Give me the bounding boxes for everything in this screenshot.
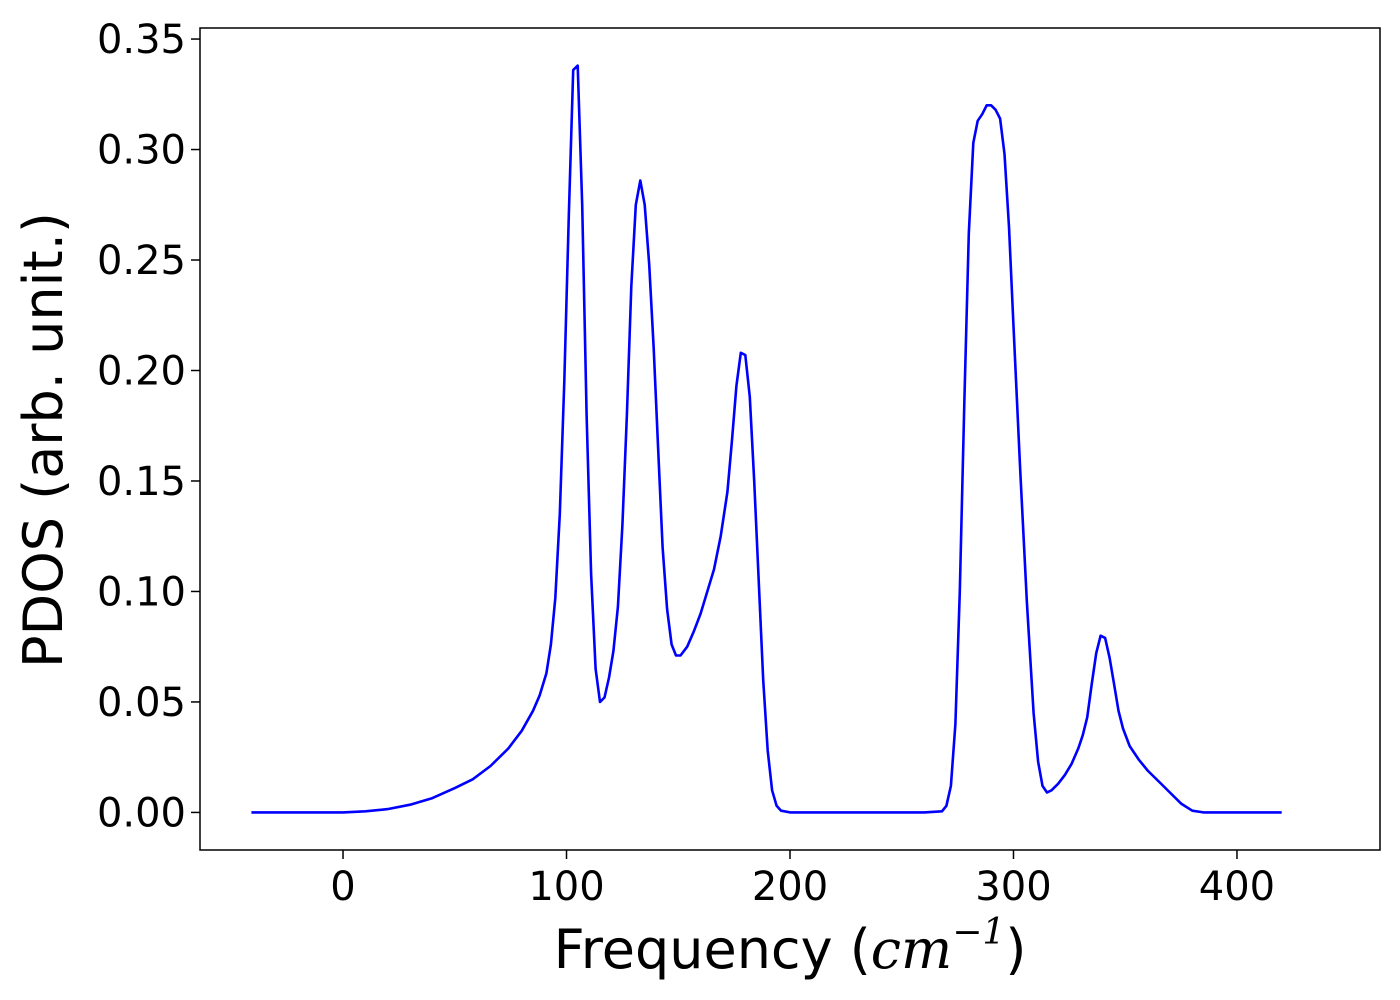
y-tick-label-3: 0.15	[97, 459, 186, 505]
y-tick-label-7: 0.35	[97, 17, 186, 63]
y-ticks: 0.00 0.05 0.10 0.15 0.20 0.25 0.30 0.35	[97, 17, 200, 836]
y-axis-label: PDOS (arb. unit.)	[12, 212, 75, 668]
x-axis-label: Frequency (cm−1)	[554, 912, 1027, 981]
x-tick-label-1: 100	[528, 864, 604, 910]
y-tick-label-6: 0.30	[97, 128, 186, 174]
x-ticks: 0 100 200 300 400	[330, 850, 1275, 910]
plot-area	[200, 28, 1380, 850]
x-tick-label-4: 400	[1199, 864, 1275, 910]
series-layer	[251, 64, 1282, 814]
y-tick-label-5: 0.25	[97, 238, 186, 284]
series-line-0	[251, 64, 1282, 814]
y-tick-label-0: 0.00	[97, 790, 186, 836]
x-tick-label-0: 0	[330, 864, 355, 910]
y-tick-label-1: 0.05	[97, 680, 186, 726]
x-tick-label-2: 200	[752, 864, 828, 910]
x-tick-label-3: 300	[975, 864, 1051, 910]
y-tick-label-2: 0.10	[97, 569, 186, 615]
y-tick-label-4: 0.20	[97, 349, 186, 395]
